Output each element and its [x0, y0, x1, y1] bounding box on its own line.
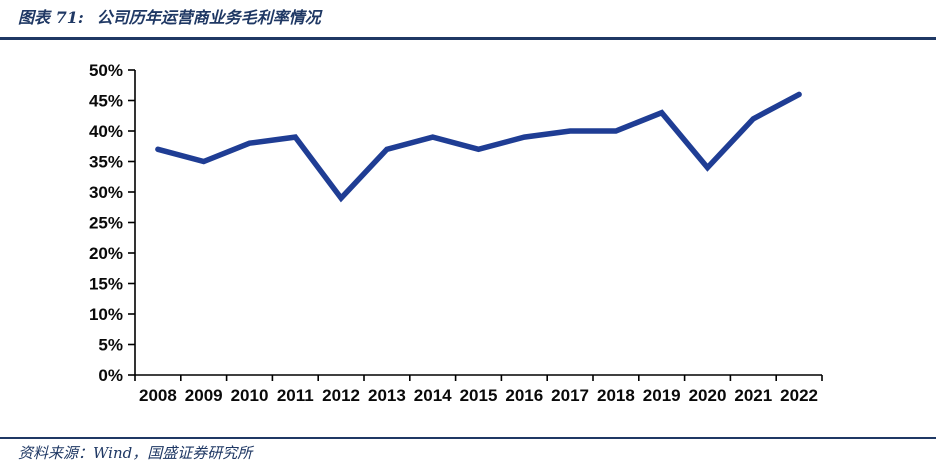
- x-tick-label: 2018: [597, 386, 635, 405]
- x-tick-label: 2015: [460, 386, 498, 405]
- x-tick-label: 2019: [643, 386, 681, 405]
- y-tick-label: 50%: [89, 61, 123, 80]
- footer-divider: [0, 437, 936, 439]
- x-tick-label: 2013: [368, 386, 406, 405]
- x-tick-label: 2022: [780, 386, 818, 405]
- source-text: 资料来源：Wind，国盛证券研究所: [18, 444, 253, 462]
- x-tick-label: 2020: [689, 386, 727, 405]
- x-tick-label: 2012: [322, 386, 360, 405]
- y-tick-label: 15%: [89, 275, 123, 294]
- x-tick-label: 2014: [414, 386, 452, 405]
- gross-margin-series-line: [155, 91, 802, 203]
- y-tick-label: 30%: [89, 183, 123, 202]
- y-tick-label: 40%: [89, 122, 123, 141]
- figure-number-label: 图表 71:: [18, 8, 84, 27]
- y-tick-label: 0%: [98, 366, 123, 385]
- x-tick-label: 2016: [505, 386, 543, 405]
- y-tick-label: 45%: [89, 92, 123, 111]
- y-tick-label: 20%: [89, 244, 123, 263]
- x-tick-label: 2021: [734, 386, 772, 405]
- x-tick-label: 2011: [277, 386, 314, 405]
- figure-title: 公司历年运营商业务毛利率情况: [96, 8, 321, 27]
- x-tick-label: 2009: [185, 386, 223, 405]
- figure-footer: 资料来源：Wind，国盛证券研究所: [18, 441, 252, 465]
- figure-header: 图表 71: 公司历年运营商业务毛利率情况: [18, 5, 321, 31]
- y-tick-label: 35%: [89, 153, 123, 172]
- y-tick-label: 5%: [98, 336, 123, 355]
- header-divider: [0, 37, 936, 40]
- y-tick-label: 10%: [89, 305, 123, 324]
- y-tick-label: 25%: [89, 214, 123, 233]
- x-tick-label: 2010: [231, 386, 269, 405]
- x-tick-label: 2008: [139, 386, 177, 405]
- x-tick-label: 2017: [551, 386, 589, 405]
